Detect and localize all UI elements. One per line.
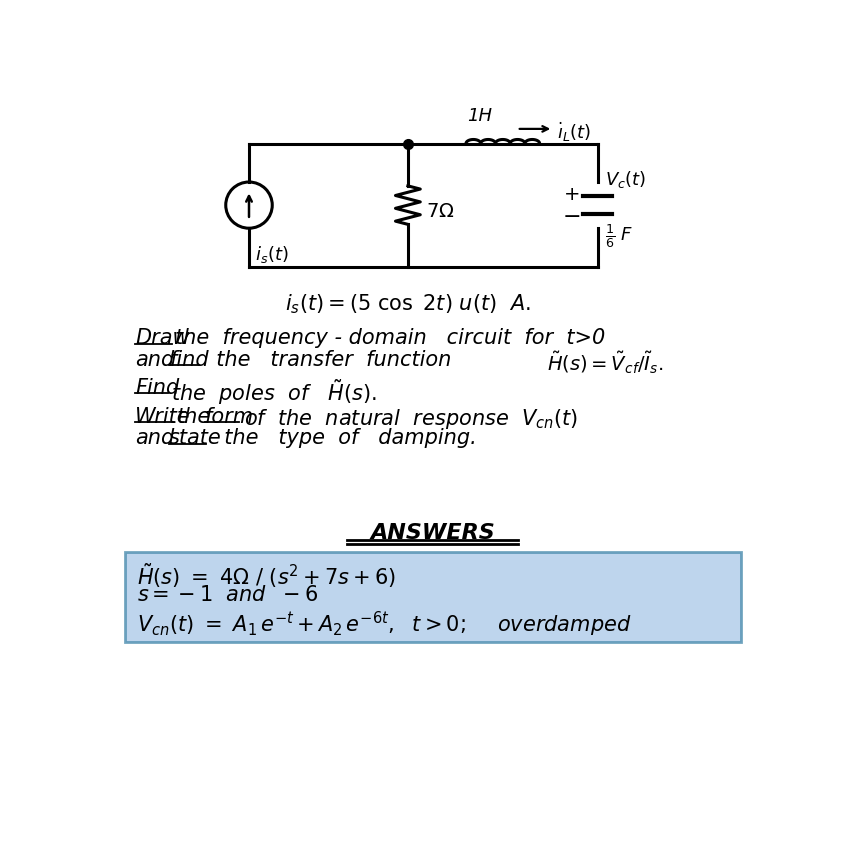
Text: $\tilde{H}(s)=\tilde{V}_{cf}/\tilde{I}_s.$: $\tilde{H}(s)=\tilde{V}_{cf}/\tilde{I}_s… (547, 350, 663, 376)
Text: Write: Write (135, 407, 191, 427)
Text: state: state (169, 428, 222, 448)
Text: $\frac{1}{6}$ F: $\frac{1}{6}$ F (605, 222, 633, 250)
Text: Find: Find (135, 378, 179, 398)
Text: 1H: 1H (467, 107, 491, 125)
Text: $s = -1\ \ $and$\ \ -6$: $s = -1\ \ $and$\ \ -6$ (138, 586, 318, 605)
Text: +: + (563, 185, 580, 204)
Text: the: the (176, 407, 211, 427)
Text: of  the  natural  response  $V_{cn}(t)$: of the natural response $V_{cn}(t)$ (243, 407, 577, 431)
Text: $V_{cn}(t)\ =\ A_1\,e^{-t} + A_2\,e^{-6t},\ \ t>0;\ \ \ $ overdamped: $V_{cn}(t)\ =\ A_1\,e^{-t} + A_2\,e^{-6t… (138, 610, 631, 639)
Text: $7\Omega$: $7\Omega$ (426, 201, 454, 221)
Text: the  frequency - domain   circuit  for  t>0: the frequency - domain circuit for t>0 (176, 328, 605, 348)
Text: the  poles  of   $\tilde{H}(s).$: the poles of $\tilde{H}(s).$ (170, 378, 376, 407)
Text: find: find (169, 350, 208, 370)
Text: form: form (204, 407, 254, 427)
Text: $V_c(t)$: $V_c(t)$ (605, 169, 646, 190)
Text: −: − (562, 207, 581, 228)
Text: $\dot{\imath}_L(t)$: $\dot{\imath}_L(t)$ (556, 121, 591, 143)
Text: the   type  of   damping.: the type of damping. (211, 428, 476, 448)
Text: $i_s(t) = (5\ \cos\ 2t)\ u(t)\ \ A.$: $i_s(t) = (5\ \cos\ 2t)\ u(t)\ \ A.$ (284, 293, 530, 316)
Text: the   transfer  function: the transfer function (203, 350, 451, 370)
Text: and: and (135, 428, 174, 448)
Text: and: and (135, 350, 174, 370)
Text: $i_s(t)$: $i_s(t)$ (255, 244, 289, 265)
Text: $\tilde{H}(s)\ =\ 4\Omega\ /\ (s^2 + 7s + 6)$: $\tilde{H}(s)\ =\ 4\Omega\ /\ (s^2 + 7s … (138, 561, 396, 590)
Text: Draw: Draw (135, 328, 189, 348)
Text: ANSWERS: ANSWERS (370, 524, 495, 543)
Bar (125, 551, 740, 642)
